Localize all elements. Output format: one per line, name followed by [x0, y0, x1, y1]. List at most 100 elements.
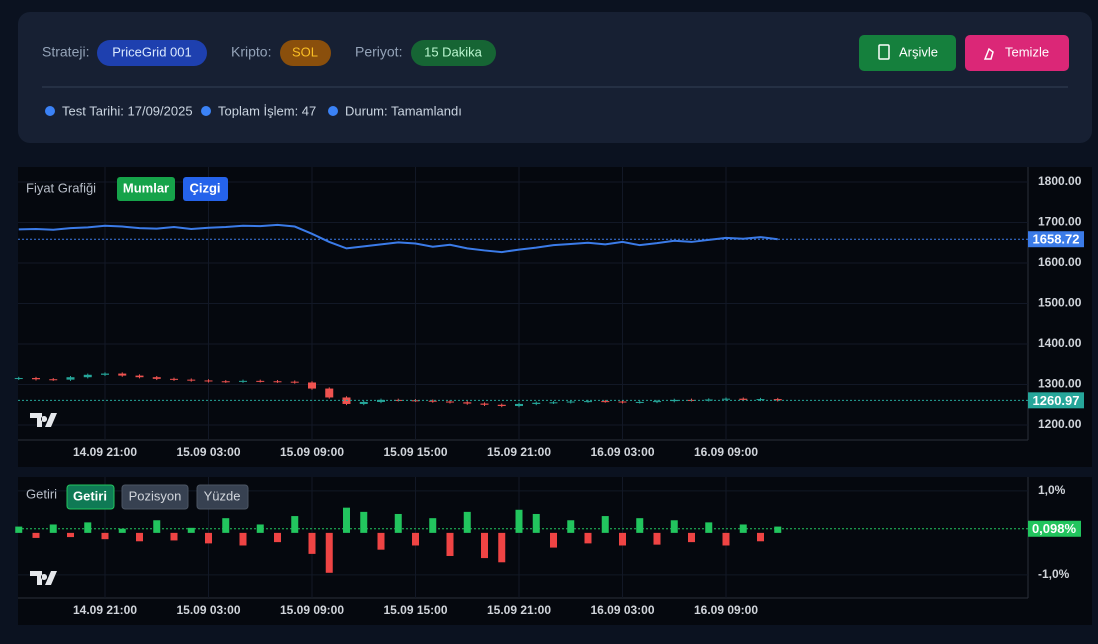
candle-body	[428, 400, 437, 402]
candle-body	[221, 381, 230, 383]
candle-body	[722, 398, 730, 400]
button-text: Arşivle	[899, 44, 938, 59]
badge	[97, 40, 207, 66]
return-bar	[636, 518, 644, 533]
y-tick-label: 1600.00	[1038, 255, 1082, 269]
x-tick-label: 14.09 21:00	[73, 603, 137, 617]
return-bar	[688, 532, 695, 543]
return-bar	[481, 532, 488, 559]
x-tick-label: 15.09 03:00	[176, 603, 240, 617]
return-bar	[153, 520, 161, 533]
return-bar	[550, 532, 557, 548]
return-bar	[343, 507, 350, 533]
return-bar	[325, 532, 333, 573]
line-button[interactable]	[183, 177, 228, 201]
return-bar	[757, 532, 764, 542]
candle-body	[532, 402, 541, 404]
candle-body	[618, 401, 627, 403]
y-tick-label: 1300.00	[1038, 377, 1082, 391]
x-tick-label: 15.09 21:00	[487, 603, 551, 617]
label: Periyot:	[355, 44, 402, 60]
watermark-logo	[30, 413, 57, 427]
dot	[201, 106, 211, 116]
candle-body	[32, 378, 40, 380]
return-bar	[429, 518, 437, 533]
x-tick-label: 15.09 09:00	[280, 603, 344, 617]
return-bar	[67, 532, 74, 538]
return-bar	[498, 532, 506, 563]
x-tick-label: 14.09 21:00	[73, 445, 137, 459]
candle-body	[239, 380, 247, 382]
percent-button[interactable]	[196, 484, 249, 510]
button-text: Yüzde	[204, 488, 241, 503]
position-button[interactable]	[121, 484, 189, 510]
candle-body	[170, 378, 178, 380]
current-value-badge	[1028, 520, 1081, 537]
button-text: Mumlar	[123, 180, 169, 195]
return-bar	[291, 516, 299, 533]
return-bar	[705, 522, 713, 533]
candle-body	[256, 380, 265, 382]
archive-button[interactable]	[859, 35, 956, 71]
return-bar	[619, 532, 626, 546]
candle-body	[66, 377, 75, 380]
return-bar	[515, 509, 523, 533]
return-bar	[584, 532, 592, 544]
candle-body	[308, 382, 316, 389]
return-bar	[446, 532, 454, 556]
last-value-badge	[1028, 231, 1084, 248]
candle-body	[101, 373, 109, 375]
stat: Durum: Tamamlandı	[345, 103, 462, 118]
candle-body	[739, 398, 748, 400]
candle-body	[480, 403, 489, 405]
candle-body	[359, 401, 368, 404]
y-tick-label: 1,0%	[1038, 483, 1066, 497]
badge-text: PriceGrid 001	[112, 44, 191, 59]
price-panel	[18, 167, 1092, 467]
return-bar	[774, 526, 782, 533]
x-tick-label: 15.09 15:00	[383, 445, 447, 459]
x-tick-label: 15.09 15:00	[383, 603, 447, 617]
stat: Toplam İşlem: 47	[218, 103, 316, 118]
candle-body	[187, 379, 196, 381]
badge	[411, 40, 496, 66]
candle-body	[325, 388, 334, 398]
label: Kripto:	[231, 44, 271, 60]
return-bar	[49, 524, 57, 533]
return-bar	[308, 532, 316, 554]
return-bar	[360, 511, 368, 533]
badge-text: 15 Dakika	[424, 44, 483, 59]
clear-button[interactable]	[965, 35, 1069, 71]
candle-body	[446, 401, 454, 403]
dot	[328, 106, 338, 116]
last-value-label: 1658.72	[1033, 232, 1080, 247]
button-text: Pozisyon	[129, 488, 182, 503]
chart-title: Fiyat Grafiği	[26, 180, 96, 195]
return-bar	[463, 511, 471, 533]
candle-body	[601, 401, 610, 403]
badge-text: SOL	[292, 44, 318, 59]
candle-body	[377, 399, 385, 402]
return-bar	[601, 516, 609, 533]
return-bar	[15, 526, 23, 533]
candle-body	[497, 404, 506, 406]
candles-button[interactable]	[117, 177, 175, 201]
return-bar	[274, 532, 281, 543]
return-bar	[239, 532, 247, 546]
button-text: Getiri	[73, 488, 107, 503]
return-bar	[136, 532, 143, 542]
x-tick-label: 15.09 21:00	[487, 445, 551, 459]
candle-body	[135, 375, 144, 378]
icon	[983, 47, 994, 60]
candle-body	[515, 403, 523, 406]
returns-button[interactable]	[66, 484, 115, 510]
candle-body	[463, 402, 472, 404]
return-bar	[256, 524, 264, 533]
return-bar	[532, 513, 540, 533]
price-line	[18, 223, 778, 254]
watermark-logo	[30, 571, 57, 585]
candle-body	[14, 378, 23, 380]
return-bar	[170, 532, 178, 541]
